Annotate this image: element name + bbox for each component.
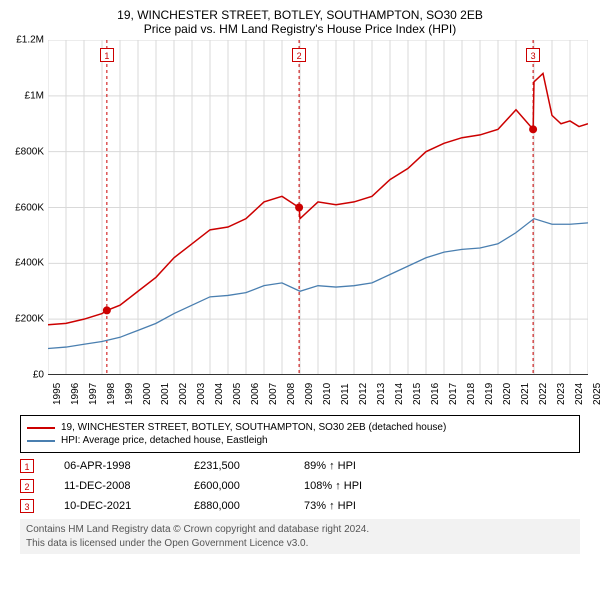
- x-tick-label: 2021: [520, 383, 531, 405]
- chart-container: 19, WINCHESTER STREET, BOTLEY, SOUTHAMPT…: [0, 0, 600, 590]
- x-tick-label: 2009: [304, 383, 315, 405]
- sales-pct: 73% ↑ HPI: [304, 500, 404, 512]
- plot-svg: [48, 40, 588, 375]
- x-tick-label: 2019: [484, 383, 495, 405]
- legend-label-property: 19, WINCHESTER STREET, BOTLEY, SOUTHAMPT…: [61, 422, 446, 433]
- x-tick-label: 2023: [556, 383, 567, 405]
- sales-row: 3 10-DEC-2021 £880,000 73% ↑ HPI: [20, 499, 580, 513]
- x-tick-label: 2017: [448, 383, 459, 405]
- legend: 19, WINCHESTER STREET, BOTLEY, SOUTHAMPT…: [20, 415, 580, 453]
- x-tick-label: 2008: [286, 383, 297, 405]
- x-tick-label: 2005: [232, 383, 243, 405]
- title-line-1: 19, WINCHESTER STREET, BOTLEY, SOUTHAMPT…: [10, 8, 590, 22]
- sales-pct: 108% ↑ HPI: [304, 480, 404, 492]
- x-tick-label: 2020: [502, 383, 513, 405]
- x-tick-label: 2011: [340, 383, 351, 405]
- sales-table: 1 06-APR-1998 £231,500 89% ↑ HPI 2 11-DEC-200…: [20, 459, 580, 513]
- y-tick-label: £200K: [10, 314, 44, 325]
- x-tick-label: 2012: [358, 383, 369, 405]
- event-marker-box: 3: [526, 48, 540, 62]
- x-tick-label: 2018: [466, 383, 477, 405]
- x-tick-label: 1999: [124, 383, 135, 405]
- plot-area: £0£200K£400K£600K£800K£1M£1.2M123: [48, 40, 588, 375]
- sales-row: 2 11-DEC-2008 £600,000 108% ↑ HPI: [20, 479, 580, 493]
- legend-row-property: 19, WINCHESTER STREET, BOTLEY, SOUTHAMPT…: [27, 422, 573, 433]
- x-tick-label: 2024: [574, 383, 585, 405]
- x-tick-label: 2025: [592, 383, 600, 405]
- event-marker-box: 1: [100, 48, 114, 62]
- x-tick-label: 1995: [52, 383, 63, 405]
- sales-price: £231,500: [194, 460, 274, 472]
- x-tick-label: 2014: [394, 383, 405, 405]
- footer-line-2: This data is licensed under the Open Gov…: [26, 537, 574, 551]
- sales-price: £600,000: [194, 480, 274, 492]
- y-tick-label: £1M: [10, 90, 44, 101]
- sales-marker-box: 3: [20, 499, 34, 513]
- sales-pct: 89% ↑ HPI: [304, 460, 404, 472]
- sales-marker-box: 1: [20, 459, 34, 473]
- y-tick-label: £400K: [10, 258, 44, 269]
- sales-date: 10-DEC-2021: [64, 500, 164, 512]
- sales-date: 06-APR-1998: [64, 460, 164, 472]
- x-tick-label: 2003: [196, 383, 207, 405]
- x-tick-label: 1997: [88, 383, 99, 405]
- x-tick-label: 2010: [322, 383, 333, 405]
- y-tick-label: £600K: [10, 202, 44, 213]
- x-tick-label: 2000: [142, 383, 153, 405]
- event-marker-box: 2: [292, 48, 306, 62]
- x-tick-label: 2022: [538, 383, 549, 405]
- legend-swatch-property: [27, 427, 55, 429]
- x-tick-label: 1996: [70, 383, 81, 405]
- x-axis-ticks: 1995 1996 1997 1998 1999 2000 2001 2002 2003 2004…: [48, 375, 588, 415]
- legend-swatch-hpi: [27, 440, 55, 442]
- y-tick-label: £1.2M: [10, 35, 44, 46]
- legend-label-hpi: HPI: Average price, detached house, East…: [61, 435, 268, 446]
- y-tick-label: £800K: [10, 146, 44, 157]
- title-block: 19, WINCHESTER STREET, BOTLEY, SOUTHAMPT…: [10, 8, 590, 36]
- sales-marker-box: 2: [20, 479, 34, 493]
- x-tick-label: 2013: [376, 383, 387, 405]
- x-tick-label: 1998: [106, 383, 117, 405]
- footer: Contains HM Land Registry data © Crown c…: [20, 519, 580, 554]
- sales-row: 1 06-APR-1998 £231,500 89% ↑ HPI: [20, 459, 580, 473]
- y-tick-label: £0: [10, 370, 44, 381]
- sales-price: £880,000: [194, 500, 274, 512]
- x-tick-label: 2015: [412, 383, 423, 405]
- footer-line-1: Contains HM Land Registry data © Crown c…: [26, 523, 574, 537]
- x-tick-label: 2007: [268, 383, 279, 405]
- x-tick-label: 2006: [250, 383, 261, 405]
- x-tick-label: 2004: [214, 383, 225, 405]
- sales-date: 11-DEC-2008: [64, 480, 164, 492]
- title-line-2: Price paid vs. HM Land Registry's House …: [10, 22, 590, 36]
- x-tick-label: 2016: [430, 383, 441, 405]
- x-tick-label: 2001: [160, 383, 171, 405]
- x-tick-label: 2002: [178, 383, 189, 405]
- legend-row-hpi: HPI: Average price, detached house, East…: [27, 435, 573, 446]
